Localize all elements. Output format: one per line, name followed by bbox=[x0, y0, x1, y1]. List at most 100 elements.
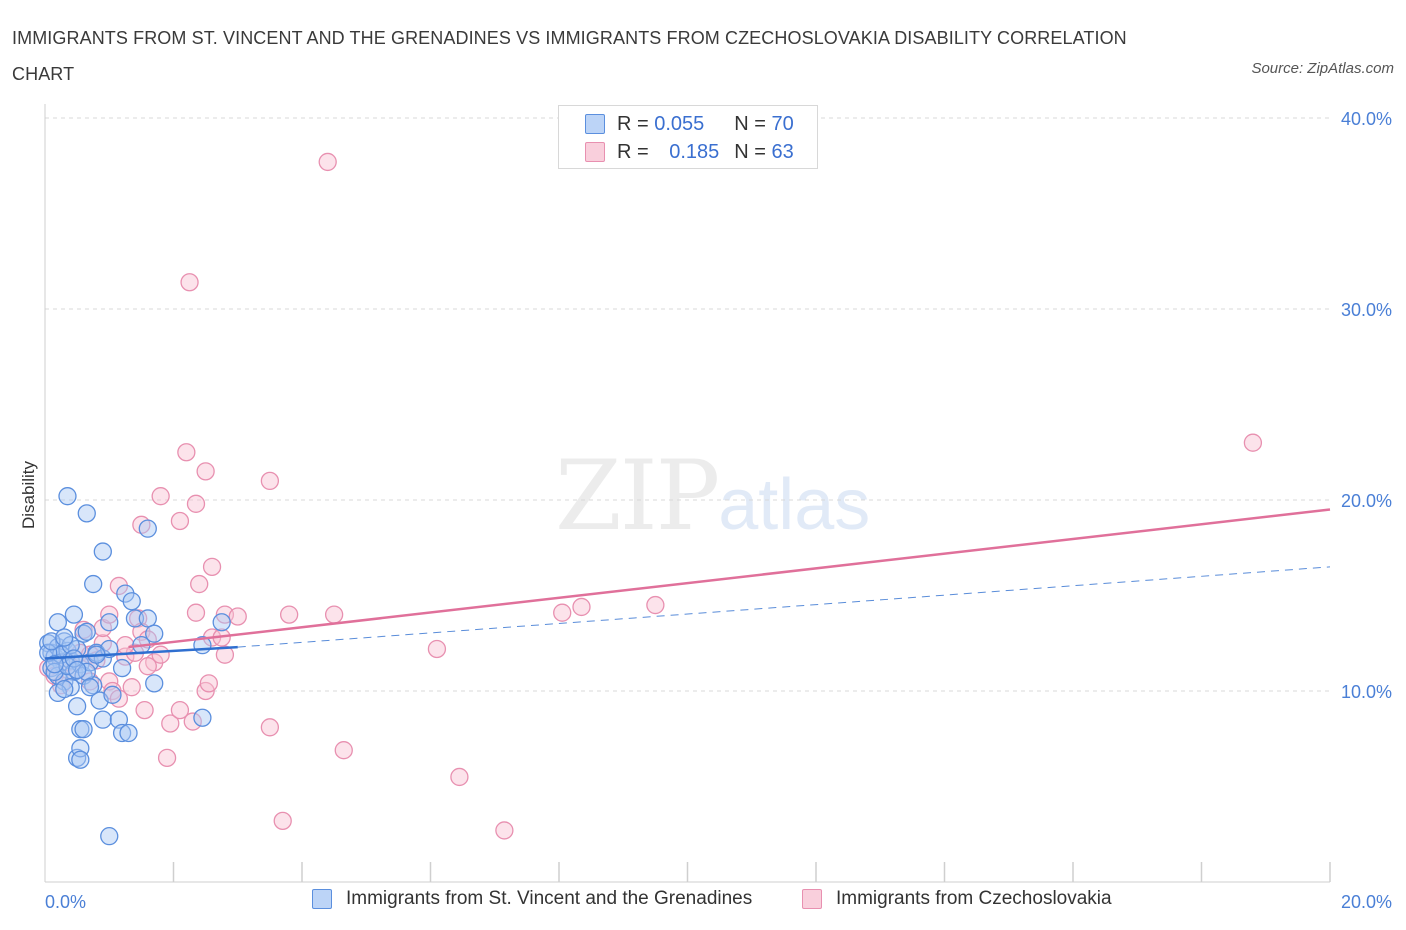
series1-point bbox=[55, 628, 74, 647]
watermark: ZIPatlas bbox=[555, 440, 870, 552]
legend-n-value-1: 70 bbox=[771, 112, 794, 135]
series2-point bbox=[553, 603, 572, 622]
legend-row-series1: R = 0.055 N = 70 bbox=[585, 111, 794, 137]
series-legend-swatch-2 bbox=[802, 889, 822, 909]
series1-point bbox=[112, 658, 132, 678]
series1-point bbox=[77, 504, 96, 523]
series2-point bbox=[170, 511, 190, 531]
series2-point bbox=[318, 152, 337, 172]
series2-point bbox=[116, 636, 135, 655]
series1-point bbox=[193, 708, 212, 727]
series2-point bbox=[170, 700, 190, 720]
y-tick-label: 10.0% bbox=[1341, 682, 1392, 702]
series2-point bbox=[183, 712, 202, 731]
y-tick-label: 30.0% bbox=[1341, 300, 1392, 320]
series-legend-item-1: Immigrants from St. Vincent and the Gren… bbox=[312, 888, 752, 910]
series1-trend-line bbox=[44, 645, 238, 660]
series1-point bbox=[100, 613, 119, 632]
series1-point bbox=[67, 748, 87, 767]
legend-swatch-series1 bbox=[585, 114, 605, 134]
series1-point bbox=[45, 655, 64, 674]
series1-point bbox=[122, 592, 141, 611]
series2-point bbox=[202, 557, 222, 576]
series1-point bbox=[212, 613, 231, 632]
correlation-legend: R = 0.055 N = 70 R = 0.185 N = 63 bbox=[558, 105, 818, 169]
series2-point bbox=[177, 443, 196, 462]
legend-r-label-1: R = bbox=[617, 112, 649, 135]
y-tick-label: 20.0% bbox=[1341, 491, 1392, 511]
legend-row-series2: R = 0.185 N = 63 bbox=[585, 139, 794, 165]
series2-point bbox=[190, 574, 209, 594]
series1-point bbox=[74, 624, 93, 643]
legend-r-value-1: 0.055 bbox=[654, 112, 705, 135]
series1-point bbox=[80, 678, 100, 697]
series1-point bbox=[145, 624, 164, 643]
series2-point bbox=[100, 605, 119, 624]
series2-point bbox=[450, 767, 469, 787]
series2-point bbox=[186, 494, 206, 513]
series1-point bbox=[112, 723, 132, 743]
series1-point bbox=[48, 613, 67, 632]
source-label: Source: ZipAtlas.com bbox=[1251, 60, 1394, 77]
x-tick-label-max: 20.0% bbox=[1341, 892, 1392, 912]
legend-swatch-series2 bbox=[585, 142, 605, 162]
legend-n-label-1: N = bbox=[734, 112, 766, 135]
series1-point bbox=[67, 697, 87, 716]
series1-point bbox=[145, 674, 164, 693]
watermark-atlas: atlas bbox=[718, 465, 871, 545]
series1-point bbox=[138, 519, 157, 538]
legend-r-label-2: R = bbox=[617, 140, 649, 163]
series2-point bbox=[138, 657, 157, 676]
series-legend-swatch-1 bbox=[312, 889, 332, 909]
series2-point bbox=[427, 639, 447, 659]
legend-n-value-2: 63 bbox=[771, 140, 794, 163]
series2-point bbox=[135, 700, 154, 720]
series2-point bbox=[157, 748, 177, 767]
legend-r-value-2: 0.185 bbox=[669, 140, 720, 163]
series1-point bbox=[55, 679, 74, 699]
series2-point bbox=[199, 674, 218, 693]
series-legend-item-2: Immigrants from Czechoslovakia bbox=[802, 888, 1112, 910]
series2-point bbox=[228, 607, 247, 626]
series1-point bbox=[71, 750, 90, 769]
series2-point bbox=[196, 462, 215, 481]
series-legend: Immigrants from St. Vincent and the Gren… bbox=[0, 888, 1406, 918]
y-axis-title: Disability bbox=[19, 460, 38, 529]
series2-point bbox=[186, 603, 206, 622]
series2-point bbox=[279, 605, 299, 624]
series1-point bbox=[84, 574, 103, 594]
series2-point bbox=[273, 811, 292, 831]
series1-trend-extension bbox=[237, 566, 1331, 648]
series1-point bbox=[125, 609, 145, 628]
series1-point bbox=[74, 720, 93, 739]
series1-point bbox=[67, 660, 87, 680]
series2-point bbox=[260, 718, 280, 737]
series2-point bbox=[324, 605, 344, 624]
series2-point bbox=[122, 678, 141, 697]
legend-n-label-2: N = bbox=[734, 140, 766, 163]
series-legend-label-2: Immigrants from Czechoslovakia bbox=[836, 888, 1112, 909]
series2-point bbox=[646, 595, 665, 615]
series2-point bbox=[180, 273, 199, 292]
series1-point bbox=[109, 710, 129, 729]
series2-point bbox=[334, 741, 353, 760]
chart-title: IMMIGRANTS FROM ST. VINCENT AND THE GREN… bbox=[12, 28, 1127, 84]
series2-point bbox=[1243, 433, 1263, 452]
series1-point bbox=[138, 609, 157, 628]
series2-point bbox=[215, 645, 235, 664]
series2-point bbox=[572, 597, 591, 617]
series2-trend-line bbox=[128, 508, 1331, 649]
series1-point bbox=[58, 487, 77, 506]
series2-point bbox=[260, 471, 280, 491]
series1-point bbox=[93, 542, 112, 561]
y-tick-label: 40.0% bbox=[1341, 109, 1392, 129]
series2-point bbox=[151, 487, 170, 506]
series-legend-label-1: Immigrants from St. Vincent and the Gren… bbox=[346, 888, 753, 909]
series1-point bbox=[100, 827, 119, 846]
series1-point bbox=[103, 685, 122, 704]
series1-point bbox=[77, 622, 96, 641]
series1-point bbox=[119, 723, 138, 743]
series2-point bbox=[161, 714, 180, 733]
x-tick-label-min: 0.0% bbox=[45, 892, 86, 912]
